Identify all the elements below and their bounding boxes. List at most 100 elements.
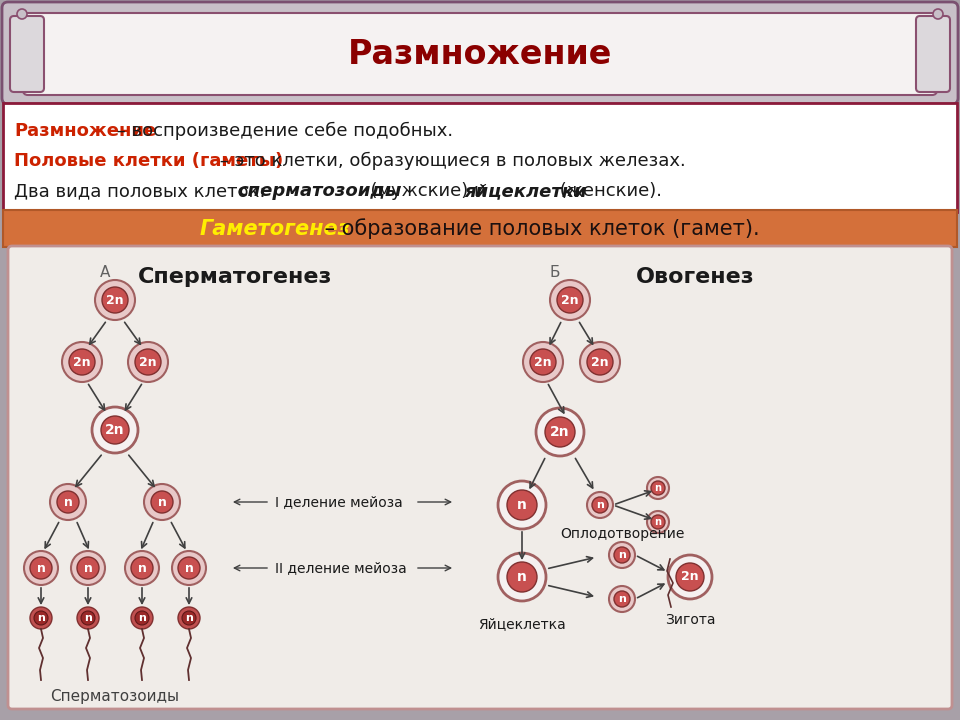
Circle shape [24, 551, 58, 585]
Text: (женские).: (женские). [554, 182, 662, 200]
Text: n: n [517, 498, 527, 512]
Circle shape [62, 342, 102, 382]
Text: Размножение: Размножение [348, 37, 612, 71]
Circle shape [172, 551, 206, 585]
FancyBboxPatch shape [916, 16, 950, 92]
Circle shape [131, 607, 153, 629]
Circle shape [545, 417, 575, 447]
Text: яйцеклетки: яйцеклетки [464, 182, 587, 200]
Circle shape [557, 287, 583, 313]
Circle shape [609, 586, 635, 612]
Text: 2n: 2n [73, 356, 91, 369]
Circle shape [523, 342, 563, 382]
Text: 2n: 2n [107, 294, 124, 307]
Circle shape [536, 408, 584, 456]
Text: Гаметогенез: Гаметогенез [200, 219, 350, 239]
Text: n: n [37, 613, 45, 623]
Circle shape [95, 280, 135, 320]
Text: Два вида половых клеток:: Два вида половых клеток: [14, 182, 272, 200]
Circle shape [128, 342, 168, 382]
Circle shape [614, 591, 630, 607]
Text: (мужские) и: (мужские) и [359, 182, 492, 200]
Circle shape [57, 491, 79, 513]
Circle shape [550, 280, 590, 320]
Circle shape [135, 611, 149, 625]
Text: n: n [655, 483, 661, 493]
FancyBboxPatch shape [10, 16, 44, 92]
Text: сперматозоиды: сперматозоиды [237, 182, 401, 200]
Text: n: n [596, 500, 604, 510]
Text: – это клетки, образующиеся в половых железах.: – это клетки, образующиеся в половых жел… [214, 152, 685, 170]
Text: n: n [84, 562, 92, 575]
Text: Сперматозоиды: Сперматозоиды [51, 688, 180, 703]
Text: Зигота: Зигота [664, 613, 715, 627]
Text: А: А [100, 265, 110, 280]
Circle shape [676, 563, 704, 591]
Text: n: n [618, 594, 626, 604]
Circle shape [17, 9, 27, 19]
Text: – воспроизведение себе подобных.: – воспроизведение себе подобных. [111, 122, 453, 140]
Circle shape [507, 562, 537, 592]
Circle shape [102, 287, 128, 313]
Circle shape [101, 416, 129, 444]
Text: 2n: 2n [550, 425, 570, 439]
Circle shape [30, 557, 52, 579]
FancyBboxPatch shape [8, 246, 952, 709]
Text: n: n [655, 517, 661, 527]
Circle shape [30, 607, 52, 629]
Text: Оплодотворение: Оплодотворение [560, 527, 684, 541]
Text: 2n: 2n [106, 423, 125, 437]
Circle shape [50, 484, 86, 520]
Text: n: n [84, 613, 92, 623]
Text: Овогенез: Овогенез [636, 267, 755, 287]
Circle shape [71, 551, 105, 585]
Circle shape [933, 9, 943, 19]
Text: 2n: 2n [682, 570, 699, 583]
Text: – образование половых клеток (гамет).: – образование половых клеток (гамет). [318, 219, 759, 240]
FancyBboxPatch shape [23, 13, 937, 95]
Text: n: n [138, 613, 146, 623]
Text: Сперматогенез: Сперматогенез [138, 267, 332, 287]
Circle shape [144, 484, 180, 520]
Circle shape [77, 607, 99, 629]
Text: n: n [36, 562, 45, 575]
Text: 2n: 2n [562, 294, 579, 307]
Text: n: n [184, 562, 193, 575]
Circle shape [131, 557, 153, 579]
Text: 2n: 2n [534, 356, 552, 369]
Circle shape [151, 491, 173, 513]
Circle shape [614, 547, 630, 563]
Circle shape [178, 607, 200, 629]
Text: Яйцеклетка: Яйцеклетка [478, 617, 565, 631]
Circle shape [135, 349, 161, 375]
Text: 2n: 2n [139, 356, 156, 369]
Circle shape [498, 481, 546, 529]
Circle shape [498, 553, 546, 601]
Text: II деление мейоза: II деление мейоза [275, 561, 407, 575]
Circle shape [609, 542, 635, 568]
Text: Размножение: Размножение [14, 122, 156, 140]
Text: n: n [157, 495, 166, 508]
Circle shape [507, 490, 537, 520]
Text: n: n [63, 495, 72, 508]
Circle shape [530, 349, 556, 375]
Circle shape [651, 515, 665, 529]
Circle shape [580, 342, 620, 382]
Circle shape [647, 477, 669, 499]
Text: n: n [137, 562, 147, 575]
Circle shape [125, 551, 159, 585]
Circle shape [182, 611, 196, 625]
Circle shape [647, 511, 669, 533]
Circle shape [651, 481, 665, 495]
Circle shape [81, 611, 95, 625]
Circle shape [69, 349, 95, 375]
FancyBboxPatch shape [3, 210, 957, 247]
Circle shape [178, 557, 200, 579]
Text: n: n [517, 570, 527, 584]
Circle shape [34, 611, 48, 625]
Text: I деление мейоза: I деление мейоза [275, 495, 403, 509]
Circle shape [77, 557, 99, 579]
Circle shape [592, 497, 608, 513]
Text: 2n: 2n [591, 356, 609, 369]
Circle shape [587, 492, 613, 518]
